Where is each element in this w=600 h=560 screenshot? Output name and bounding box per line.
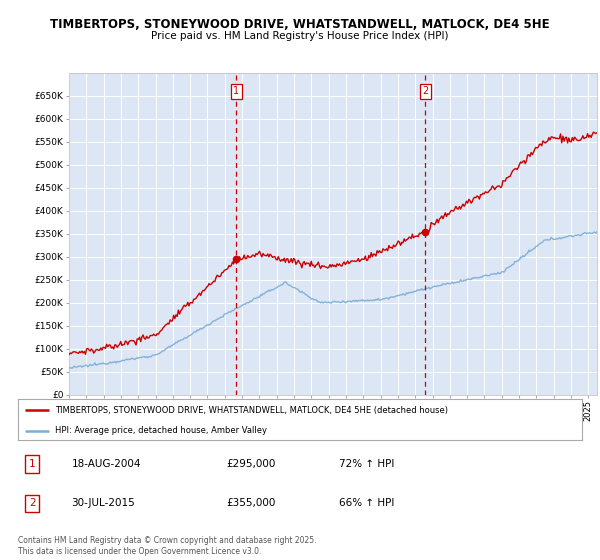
Text: 1: 1 xyxy=(29,459,35,469)
Text: TIMBERTOPS, STONEYWOOD DRIVE, WHATSTANDWELL, MATLOCK, DE4 5HE: TIMBERTOPS, STONEYWOOD DRIVE, WHATSTANDW… xyxy=(50,18,550,31)
Text: 18-AUG-2004: 18-AUG-2004 xyxy=(71,459,141,469)
Text: Contains HM Land Registry data © Crown copyright and database right 2025.
This d: Contains HM Land Registry data © Crown c… xyxy=(18,536,317,556)
Text: 72% ↑ HPI: 72% ↑ HPI xyxy=(340,459,395,469)
Text: 1: 1 xyxy=(233,86,239,96)
Text: £295,000: £295,000 xyxy=(227,459,276,469)
Text: 66% ↑ HPI: 66% ↑ HPI xyxy=(340,498,395,508)
Text: 30-JUL-2015: 30-JUL-2015 xyxy=(71,498,136,508)
Text: £355,000: £355,000 xyxy=(227,498,276,508)
Text: Price paid vs. HM Land Registry's House Price Index (HPI): Price paid vs. HM Land Registry's House … xyxy=(151,31,449,41)
Text: 2: 2 xyxy=(422,86,428,96)
Text: TIMBERTOPS, STONEYWOOD DRIVE, WHATSTANDWELL, MATLOCK, DE4 5HE (detached house): TIMBERTOPS, STONEYWOOD DRIVE, WHATSTANDW… xyxy=(55,405,448,414)
Text: HPI: Average price, detached house, Amber Valley: HPI: Average price, detached house, Ambe… xyxy=(55,426,266,435)
Text: 2: 2 xyxy=(29,498,35,508)
